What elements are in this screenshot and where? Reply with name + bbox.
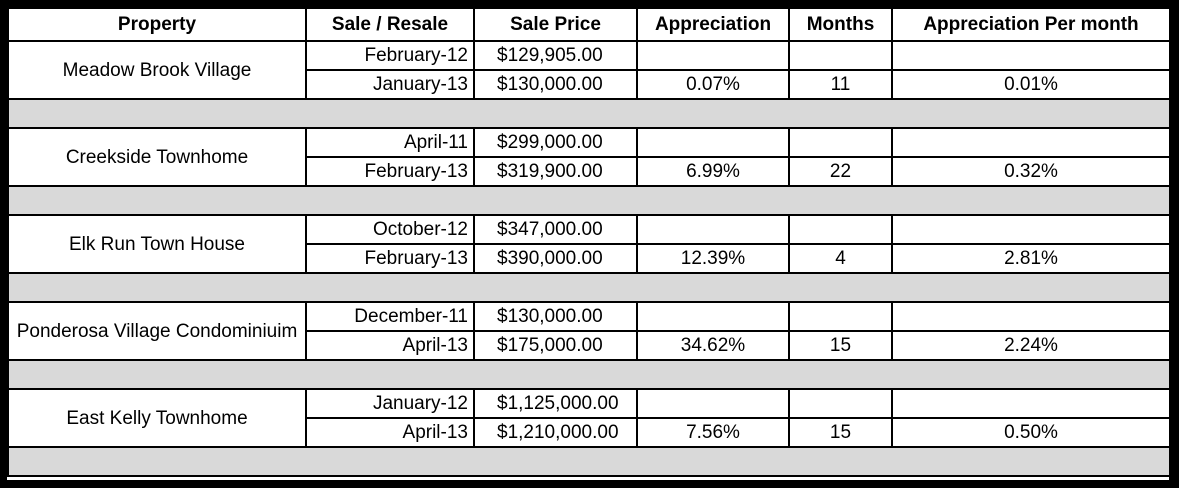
table-row: January-13 $130,000.00 0.07% 11 0.01%	[8, 69, 1171, 100]
per-month-cell: 0.32%	[891, 156, 1171, 187]
sale-price: $299,000.00	[473, 127, 638, 158]
resale-price: $319,900.00	[473, 156, 638, 187]
resale-date: January-13	[305, 69, 475, 100]
header-months: Months	[788, 7, 893, 42]
months-cell	[788, 301, 893, 332]
table-row: Elk Run Town House October-12 $347,000.0…	[7, 214, 1171, 274]
separator-row	[7, 446, 1171, 477]
months-cell: 4	[788, 243, 893, 274]
months-cell	[788, 214, 893, 245]
table-row: February-13 $319,900.00 6.99% 22 0.32%	[8, 156, 1171, 187]
sale-date: February-12	[305, 40, 475, 71]
per-month-cell: 2.81%	[891, 243, 1171, 274]
per-month-cell	[891, 388, 1171, 419]
separator-row	[7, 272, 1171, 303]
per-month-cell: 2.24%	[891, 330, 1171, 361]
header-appreciation: Appreciation	[636, 7, 790, 42]
resale-date: April-13	[305, 330, 475, 361]
resale-price: $390,000.00	[473, 243, 638, 274]
per-month-cell	[891, 214, 1171, 245]
sale-price: $347,000.00	[473, 214, 638, 245]
resale-date: February-13	[305, 243, 475, 274]
appreciation-cell	[636, 388, 790, 419]
appreciation-cell	[636, 40, 790, 71]
resale-price: $130,000.00	[473, 69, 638, 100]
table-row: April-13 $175,000.00 34.62% 15 2.24%	[8, 330, 1171, 361]
separator-cell	[7, 185, 1171, 216]
months-cell: 15	[788, 330, 893, 361]
separator-row	[7, 98, 1171, 129]
property-name: Ponderosa Village Condominiuim	[7, 301, 307, 361]
months-cell	[788, 388, 893, 419]
per-month-cell	[891, 40, 1171, 71]
sale-date: October-12	[305, 214, 475, 245]
per-month-cell	[891, 127, 1171, 158]
property-name: Meadow Brook Village	[7, 40, 307, 100]
per-month-cell: 0.01%	[891, 69, 1171, 100]
sale-price: $129,905.00	[473, 40, 638, 71]
header-property: Property	[7, 7, 307, 42]
property-name: Elk Run Town House	[7, 214, 307, 274]
months-cell: 11	[788, 69, 893, 100]
appreciation-cell: 34.62%	[636, 330, 790, 361]
per-month-cell: 0.50%	[891, 417, 1171, 448]
table-row: East Kelly Townhome January-12 $1,125,00…	[7, 388, 1171, 448]
appreciation-cell: 0.07%	[636, 69, 790, 100]
months-cell: 22	[788, 156, 893, 187]
table-row: April-13 $1,210,000.00 7.56% 15 0.50%	[8, 417, 1171, 448]
months-cell	[788, 40, 893, 71]
resale-price: $1,210,000.00	[473, 417, 638, 448]
separator-cell	[7, 272, 1171, 303]
sale-price: $1,125,000.00	[473, 388, 638, 419]
per-month-cell	[891, 301, 1171, 332]
resale-price: $175,000.00	[473, 330, 638, 361]
table-row: Creekside Townhome April-11 $299,000.00	[7, 127, 1171, 187]
separator-cell	[7, 359, 1171, 390]
separator-row	[7, 185, 1171, 216]
table-row: Meadow Brook Village February-12 $129,90…	[7, 40, 1171, 100]
header-sale-resale: Sale / Resale	[305, 7, 475, 42]
appreciation-cell	[636, 214, 790, 245]
resale-date: February-13	[305, 156, 475, 187]
table-row: Ponderosa Village Condominiuim December-…	[7, 301, 1171, 361]
separator-row	[7, 359, 1171, 390]
months-cell	[788, 127, 893, 158]
appreciation-table: Property Sale / Resale Sale Price Apprec…	[7, 7, 1171, 477]
header-appreciation-per-month: Appreciation Per month	[891, 7, 1171, 42]
property-name: East Kelly Townhome	[7, 388, 307, 448]
sale-date: April-11	[305, 127, 475, 158]
property-name: Creekside Townhome	[7, 127, 307, 187]
resale-date: April-13	[305, 417, 475, 448]
appreciation-cell: 6.99%	[636, 156, 790, 187]
separator-cell	[7, 446, 1171, 477]
header-sale-price: Sale Price	[473, 7, 638, 42]
appreciation-cell: 12.39%	[636, 243, 790, 274]
appreciation-cell	[636, 301, 790, 332]
sale-date: January-12	[305, 388, 475, 419]
appreciation-table-frame: Property Sale / Resale Sale Price Apprec…	[7, 7, 1171, 480]
appreciation-cell	[636, 127, 790, 158]
table-row: February-13 $390,000.00 12.39% 4 2.81%	[8, 243, 1171, 274]
appreciation-cell: 7.56%	[636, 417, 790, 448]
header-row: Property Sale / Resale Sale Price Apprec…	[7, 7, 1171, 42]
sale-price: $130,000.00	[473, 301, 638, 332]
sale-date: December-11	[305, 301, 475, 332]
separator-cell	[7, 98, 1171, 129]
months-cell: 15	[788, 417, 893, 448]
